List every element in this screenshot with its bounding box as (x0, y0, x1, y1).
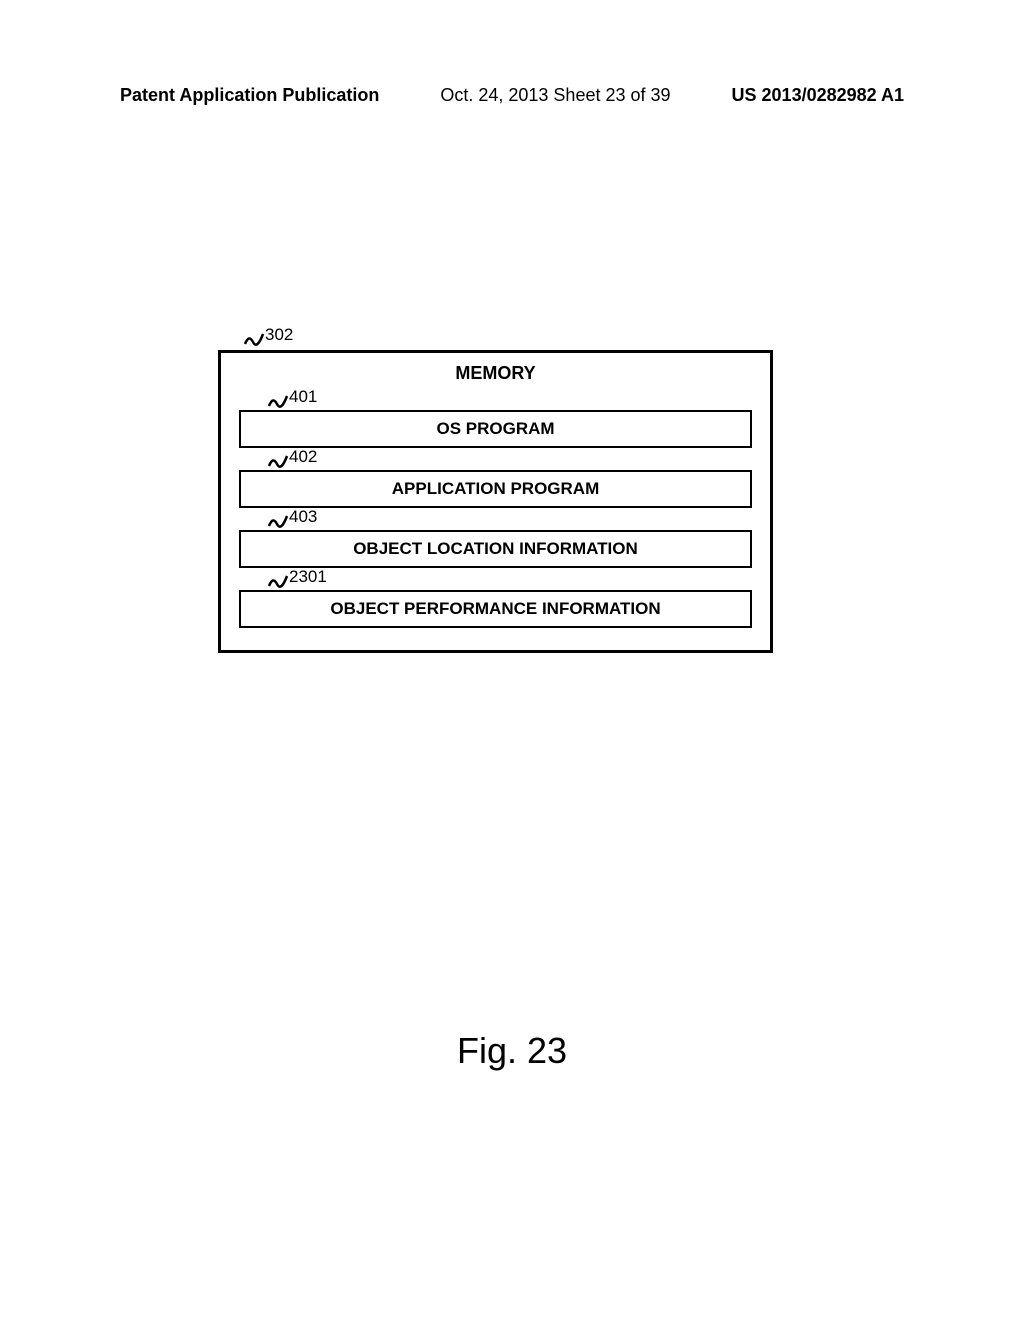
figure-caption: Fig. 23 (0, 1030, 1024, 1072)
memory-diagram: 302 MEMORY 401 OS PROGRAM 402 APPLICATIO… (218, 350, 773, 653)
os-program-box: OS PROGRAM (239, 410, 752, 448)
ref-2301: 2301 (267, 567, 327, 590)
header-left: Patent Application Publication (120, 85, 379, 106)
lead-line-icon (267, 452, 289, 470)
header-mid: Oct. 24, 2013 Sheet 23 of 39 (440, 85, 670, 106)
lead-line-icon (267, 512, 289, 530)
lead-line-icon (267, 572, 289, 590)
memory-item: 402 APPLICATION PROGRAM (239, 470, 752, 508)
ref-num: 402 (289, 447, 317, 467)
lead-line-icon (243, 330, 265, 348)
page-header: Patent Application Publication Oct. 24, … (0, 85, 1024, 106)
application-program-box: APPLICATION PROGRAM (239, 470, 752, 508)
ref-402: 402 (267, 447, 327, 470)
object-performance-box: OBJECT PERFORMANCE INFORMATION (239, 590, 752, 628)
memory-item: 401 OS PROGRAM (239, 410, 752, 448)
memory-item: 403 OBJECT LOCATION INFORMATION (239, 530, 752, 568)
lead-line-icon (267, 392, 289, 410)
header-right: US 2013/0282982 A1 (732, 85, 904, 106)
object-location-box: OBJECT LOCATION INFORMATION (239, 530, 752, 568)
ref-num: 2301 (289, 567, 327, 587)
ref-302: 302 (243, 325, 303, 350)
memory-item: 2301 OBJECT PERFORMANCE INFORMATION (239, 590, 752, 628)
ref-num: 403 (289, 507, 317, 527)
ref-num: 401 (289, 387, 317, 407)
memory-box: MEMORY 401 OS PROGRAM 402 APPLICATION PR… (218, 350, 773, 653)
memory-title: MEMORY (239, 353, 752, 388)
ref-num: 302 (265, 325, 293, 345)
ref-401: 401 (267, 387, 327, 410)
ref-403: 403 (267, 507, 327, 530)
